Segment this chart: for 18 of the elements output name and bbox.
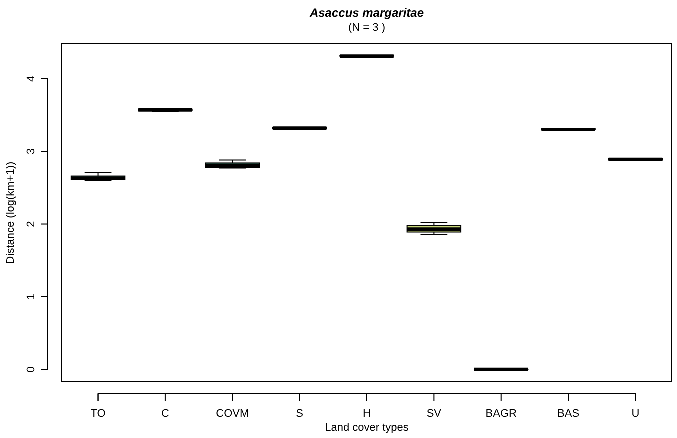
x-tick-label: BAS [558,408,580,420]
x-tick-label: SV [426,408,442,420]
y-tick-label: 3 [26,148,38,155]
x-tick-label: H [363,408,372,420]
y-tick-label: 4 [26,76,38,82]
x-tick-label: TO [90,408,106,420]
x-axis-title: Land cover types [325,422,410,434]
y-axis-title: Distance (log(km+1)) [5,162,17,264]
y-tick-label: 0 [26,366,38,373]
x-tick-label: BAGR [486,408,517,420]
chart-title: Asaccus margaritae [308,6,424,20]
y-tick-label: 2 [26,221,38,228]
x-tick-label: S [296,408,304,420]
y-tick-label: 1 [26,294,38,300]
chart-subtitle: (N = 3 ) [348,22,386,34]
x-tick-label: C [161,408,170,420]
x-tick-label: U [632,408,640,420]
x-tick-label: COVM [216,408,250,420]
